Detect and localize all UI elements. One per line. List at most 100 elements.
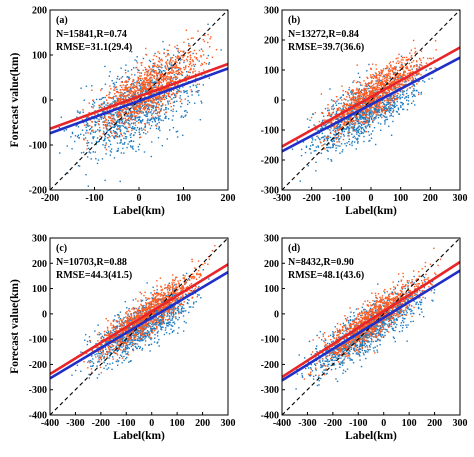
scatter-point — [176, 66, 178, 69]
scatter-point — [347, 126, 350, 128]
scatter-point — [373, 119, 375, 121]
scatter-point — [76, 124, 79, 126]
scatter-point — [124, 126, 126, 129]
scatter-point — [335, 138, 337, 140]
scatter-point — [138, 122, 140, 124]
scatter-point — [341, 117, 343, 119]
scatter-point — [184, 310, 187, 312]
scatter-point — [60, 116, 63, 118]
scatter-point — [374, 89, 377, 91]
y-tick-label: -200 — [261, 156, 279, 167]
scatter-point — [66, 145, 68, 147]
scatter-point — [134, 324, 136, 326]
scatter-point — [127, 96, 130, 99]
scatter-point — [351, 120, 354, 122]
scatter-point — [354, 115, 357, 117]
scatter-point — [310, 116, 313, 119]
scatter-point — [334, 100, 336, 102]
scatter-point — [189, 71, 191, 74]
scatter-point — [418, 67, 420, 69]
scatter-point — [392, 73, 395, 75]
scatter-point — [106, 124, 108, 126]
scatter-point — [171, 315, 174, 318]
scatter-point — [365, 93, 367, 95]
scatter-point — [146, 90, 148, 92]
scatter-point — [384, 86, 387, 89]
scatter-point — [420, 50, 423, 52]
scatter-point — [107, 367, 110, 369]
scatter-point — [127, 93, 129, 96]
scatter-point — [146, 113, 148, 116]
scatter-point — [115, 86, 118, 88]
scatter-point — [129, 333, 131, 335]
scatter-point — [430, 58, 433, 60]
scatter-point — [389, 75, 391, 78]
scatter-point — [176, 61, 178, 64]
scatter-point — [174, 294, 177, 296]
scatter-point — [395, 66, 397, 68]
scatter-point — [125, 136, 128, 138]
scatter-point — [378, 102, 380, 104]
scatter-point — [147, 103, 149, 105]
scatter-point — [146, 122, 148, 124]
scatter-point — [152, 71, 155, 73]
scatter-point — [372, 111, 374, 113]
scatter-point — [103, 139, 106, 142]
scatter-point — [133, 128, 136, 130]
scatter-point — [377, 122, 380, 124]
scatter-point — [360, 106, 362, 109]
scatter-point — [309, 145, 312, 147]
x-axis-label: Label(km) — [345, 205, 397, 217]
scatter-point — [386, 103, 388, 105]
scatter-point — [92, 107, 94, 109]
scatter-point — [368, 140, 370, 142]
scatter-point — [376, 102, 379, 105]
scatter-point — [334, 102, 337, 104]
scatter-point — [150, 70, 152, 73]
scatter-point — [106, 108, 109, 111]
scatter-point — [88, 111, 90, 114]
scatter-point — [141, 78, 144, 80]
scatter-point — [330, 132, 332, 135]
scatter-point — [180, 106, 182, 108]
scatter-point — [115, 95, 117, 97]
scatter-point — [195, 84, 197, 87]
scatter-point — [375, 64, 377, 66]
scatter-point — [380, 102, 382, 104]
scatter-point — [127, 80, 129, 83]
scatter-point — [158, 61, 161, 63]
scatter-point — [120, 77, 122, 79]
scatter-point — [365, 101, 367, 103]
scatter-point — [194, 81, 197, 83]
scatter-point — [175, 110, 178, 113]
scatter-point — [346, 118, 348, 121]
scatter-point — [142, 104, 145, 107]
scatter-point — [381, 82, 383, 85]
scatter-point — [131, 114, 134, 116]
scatter-point — [102, 139, 105, 142]
scatter-point — [151, 109, 153, 111]
scatter-point — [86, 142, 89, 144]
scatter-point — [349, 124, 351, 127]
scatter-point — [381, 116, 383, 119]
scatter-point — [112, 117, 115, 119]
scatter-point — [187, 99, 189, 102]
scatter-point — [120, 139, 122, 142]
scatter-point — [335, 144, 337, 147]
scatter-point — [127, 107, 129, 110]
scatter-point — [156, 311, 158, 314]
scatter-point — [324, 148, 326, 150]
scatter-point — [168, 83, 170, 85]
scatter-point — [411, 85, 413, 88]
scatter-point — [163, 48, 166, 50]
scatter-point — [90, 158, 92, 160]
scatter-point — [379, 96, 381, 98]
scatter-point — [215, 48, 218, 51]
scatter-point — [109, 150, 112, 152]
scatter-point — [189, 62, 192, 64]
scatter-point — [366, 91, 368, 94]
scatter-point — [147, 98, 149, 101]
scatter-point — [166, 59, 169, 61]
y-tick-label: -300 — [261, 186, 279, 197]
scatter-point — [128, 120, 131, 122]
